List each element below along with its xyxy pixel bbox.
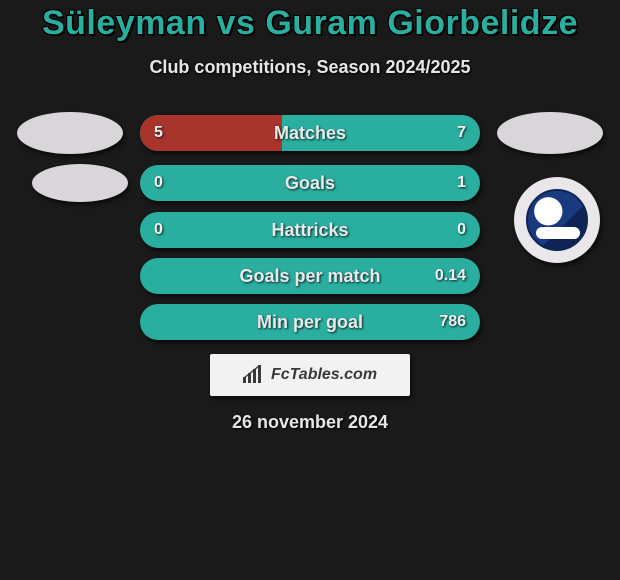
stat-value-right: 0.14	[435, 258, 466, 294]
stat-row: 5 Matches 7	[0, 112, 620, 154]
stat-row: Min per goal 786	[0, 304, 620, 340]
player-oval-icon	[17, 112, 123, 154]
player-oval-icon	[497, 112, 603, 154]
stat-value-right: 0	[457, 212, 466, 248]
stat-label: Matches	[140, 115, 480, 151]
player-right-photo	[480, 112, 620, 154]
page-subtitle: Club competitions, Season 2024/2025	[0, 57, 620, 78]
footer-date: 26 november 2024	[0, 412, 620, 433]
bar-chart-icon	[243, 365, 265, 385]
club-oval-icon	[32, 164, 128, 202]
page-title: Süleyman vs Guram Giorbelidze	[0, 4, 620, 43]
stat-row: Goals per match 0.14	[0, 258, 620, 294]
stat-value-right: 786	[439, 304, 466, 340]
stat-label: Min per goal	[140, 304, 480, 340]
club-right-logo	[480, 183, 620, 184]
brand-badge[interactable]: FcTables.com	[210, 354, 410, 396]
stat-bar-hattricks: 0 Hattricks 0	[140, 212, 480, 248]
brand-text: FcTables.com	[271, 366, 377, 384]
stat-row: 0 Hattricks 0	[0, 212, 620, 248]
stat-label: Hattricks	[140, 212, 480, 248]
stat-label: Goals	[140, 165, 480, 201]
player-left-photo	[0, 112, 140, 154]
stat-value-right: 1	[457, 165, 466, 201]
comparison-card: Süleyman vs Guram Giorbelidze Club compe…	[0, 0, 620, 433]
stat-row: 0 Goals 1	[0, 164, 620, 202]
stat-bar-gpm: Goals per match 0.14	[140, 258, 480, 294]
stat-bar-goals: 0 Goals 1	[140, 165, 480, 201]
stat-label: Goals per match	[140, 258, 480, 294]
club-left-logo	[0, 164, 140, 202]
stat-bar-mpg: Min per goal 786	[140, 304, 480, 340]
stat-bar-matches: 5 Matches 7	[140, 115, 480, 151]
stat-value-right: 7	[457, 115, 466, 151]
